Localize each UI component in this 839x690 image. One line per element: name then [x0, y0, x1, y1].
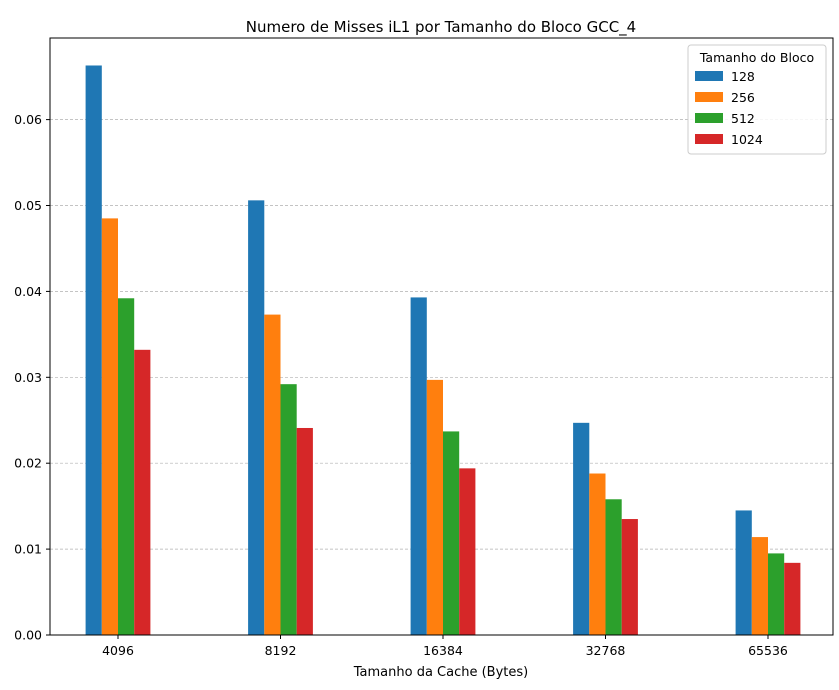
legend-swatch-256 — [695, 92, 723, 102]
bar-512-8192 — [280, 384, 297, 635]
x-axis: 4096 8192 16384 32768 65536 — [102, 635, 788, 658]
bar-512-65536 — [768, 553, 785, 635]
legend-swatch-128 — [695, 71, 723, 81]
bar-1024-16384 — [459, 468, 476, 635]
bar-1024-65536 — [784, 562, 801, 635]
bar-256-8192 — [264, 314, 281, 635]
bar-256-65536 — [751, 537, 768, 635]
y-tick-label: 0.02 — [14, 456, 42, 471]
chart-title: Numero de Misses iL1 por Tamanho do Bloc… — [246, 18, 636, 37]
y-tick-label: 0.05 — [14, 198, 42, 213]
legend-label-128: 128 — [731, 69, 755, 84]
x-tick-label: 16384 — [423, 643, 463, 658]
legend: Tamanho do Bloco 128 256 512 1024 — [687, 44, 827, 155]
y-tick-label: 0.04 — [14, 284, 42, 299]
bar-512-32768 — [605, 499, 622, 635]
y-tick-label: 0.00 — [14, 628, 42, 643]
x-tick-label: 32768 — [586, 643, 626, 658]
bar-128-65536 — [735, 510, 752, 635]
bar-256-4096 — [101, 218, 118, 635]
y-axis: 0.00 0.01 0.02 0.03 0.04 0.05 0.06 — [14, 112, 50, 643]
x-tick-label: 8192 — [265, 643, 297, 658]
legend-label-256: 256 — [731, 90, 755, 105]
bar-128-32768 — [573, 422, 590, 635]
legend-title: Tamanho do Bloco — [699, 50, 814, 65]
bars — [85, 65, 801, 635]
x-tick-label: 4096 — [102, 643, 134, 658]
y-tick-label: 0.03 — [14, 370, 42, 385]
bar-256-16384 — [426, 379, 443, 635]
x-axis-label: Tamanho da Cache (Bytes) — [353, 665, 528, 680]
bar-128-4096 — [85, 65, 102, 635]
bar-512-4096 — [118, 298, 135, 635]
bar-1024-8192 — [296, 427, 313, 635]
bar-1024-32768 — [621, 519, 638, 635]
legend-label-512: 512 — [731, 111, 755, 126]
x-tick-label: 65536 — [748, 643, 788, 658]
bar-512-16384 — [443, 431, 460, 635]
bar-1024-4096 — [134, 349, 151, 635]
y-tick-label: 0.01 — [14, 542, 42, 557]
legend-items: 128 256 512 1024 — [695, 69, 763, 147]
bar-128-16384 — [410, 297, 427, 635]
legend-swatch-512 — [695, 113, 723, 123]
bar-128-8192 — [248, 200, 265, 635]
y-tick-label: 0.06 — [14, 112, 42, 127]
bar-256-32768 — [589, 473, 606, 635]
legend-label-1024: 1024 — [731, 132, 763, 147]
plot-frame — [49, 37, 834, 636]
legend-swatch-1024 — [695, 134, 723, 144]
